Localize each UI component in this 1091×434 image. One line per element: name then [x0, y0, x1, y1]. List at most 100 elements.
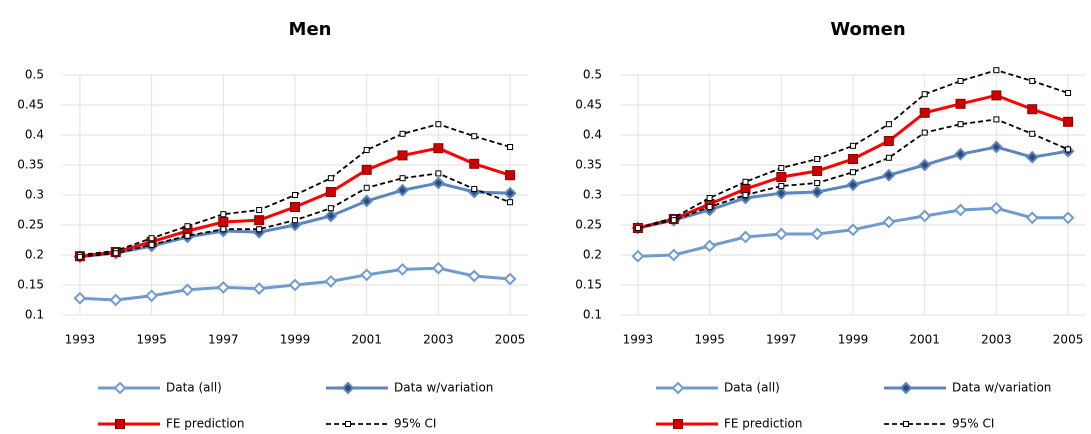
- legend-label: Data w/variation: [394, 381, 493, 395]
- x-tick-label: 1997: [208, 333, 239, 347]
- point: [776, 172, 787, 182]
- point: [292, 217, 298, 224]
- point: [814, 156, 821, 162]
- point: [503, 186, 517, 200]
- point: [850, 142, 856, 149]
- point: [327, 205, 334, 212]
- point: [812, 166, 823, 176]
- point: [742, 192, 749, 198]
- point: [1025, 150, 1039, 164]
- y-tick-label: 0.5: [583, 68, 602, 82]
- point: [846, 223, 860, 237]
- point: [882, 215, 896, 229]
- legend-marker: [115, 419, 125, 429]
- point: [1025, 211, 1039, 225]
- point: [435, 170, 442, 177]
- point: [739, 230, 752, 244]
- point: [882, 168, 896, 182]
- point: [471, 186, 478, 192]
- x-tick-label: 2005: [1053, 333, 1084, 347]
- point: [218, 217, 229, 227]
- y-tick-label: 0.15: [575, 278, 602, 292]
- point: [989, 201, 1003, 215]
- point: [810, 185, 824, 199]
- point: [288, 278, 302, 292]
- legend-marker: [903, 421, 909, 427]
- point: [846, 178, 860, 192]
- x-tick-label: 2001: [909, 333, 940, 347]
- y-tick-label: 0.3: [25, 188, 44, 202]
- point: [292, 192, 298, 198]
- point: [252, 282, 266, 296]
- legend-marker: [671, 381, 685, 395]
- legend-marker: [899, 381, 913, 395]
- point: [148, 235, 155, 242]
- legend-marker: [113, 381, 127, 395]
- x-tick-label: 1997: [766, 333, 797, 347]
- y-tick-label: 0.45: [575, 98, 602, 112]
- y-tick-label: 0.4: [25, 128, 44, 142]
- point: [921, 91, 928, 98]
- point: [507, 144, 514, 150]
- point: [919, 107, 930, 118]
- x-tick-label: 2003: [423, 333, 454, 347]
- point: [325, 187, 336, 197]
- y-tick-label: 0.25: [575, 218, 602, 232]
- y-tick-label: 0.3: [583, 188, 602, 202]
- x-tick-label: 2003: [981, 333, 1012, 347]
- point: [505, 170, 516, 181]
- point: [256, 207, 263, 213]
- point: [667, 248, 681, 262]
- point: [327, 175, 334, 182]
- point: [181, 283, 194, 297]
- point: [774, 227, 788, 241]
- legend-label: 95% CI: [394, 417, 436, 431]
- point: [431, 176, 445, 190]
- y-tick-label: 0.1: [583, 308, 602, 322]
- point: [957, 78, 964, 84]
- point: [885, 154, 892, 161]
- point: [1063, 116, 1074, 127]
- point: [360, 194, 374, 208]
- x-tick-label: 1995: [694, 333, 725, 347]
- point: [360, 268, 374, 282]
- point: [993, 67, 1000, 74]
- legend-label: Data (all): [166, 381, 222, 395]
- point: [706, 195, 713, 201]
- legend-label: 95% CI: [952, 417, 994, 431]
- point: [778, 183, 785, 189]
- point: [1027, 104, 1038, 115]
- point: [145, 289, 159, 303]
- point: [507, 199, 514, 206]
- point: [774, 186, 788, 200]
- point: [467, 269, 481, 283]
- point: [918, 209, 932, 223]
- point: [955, 98, 966, 109]
- point: [885, 121, 892, 128]
- point: [1029, 78, 1036, 84]
- point: [954, 203, 967, 217]
- x-tick-label: 1999: [838, 333, 869, 347]
- y-tick-label: 0.35: [575, 158, 602, 172]
- y-tick-label: 0.35: [17, 158, 44, 172]
- point: [703, 239, 717, 253]
- point: [706, 204, 713, 210]
- point: [1065, 146, 1072, 153]
- point: [220, 226, 227, 233]
- point: [921, 129, 928, 136]
- y-tick-label: 0.25: [17, 218, 44, 232]
- point: [361, 164, 372, 175]
- point: [435, 121, 442, 128]
- point: [76, 253, 83, 260]
- point: [396, 183, 409, 197]
- point: [220, 211, 227, 218]
- point: [631, 249, 645, 263]
- x-tick-label: 1999: [280, 333, 311, 347]
- point: [216, 280, 230, 294]
- point: [883, 136, 894, 146]
- point: [670, 217, 677, 224]
- legend-label: Data w/variation: [952, 381, 1051, 395]
- point: [363, 147, 370, 153]
- chart-title: Men: [289, 19, 332, 40]
- point: [290, 202, 300, 212]
